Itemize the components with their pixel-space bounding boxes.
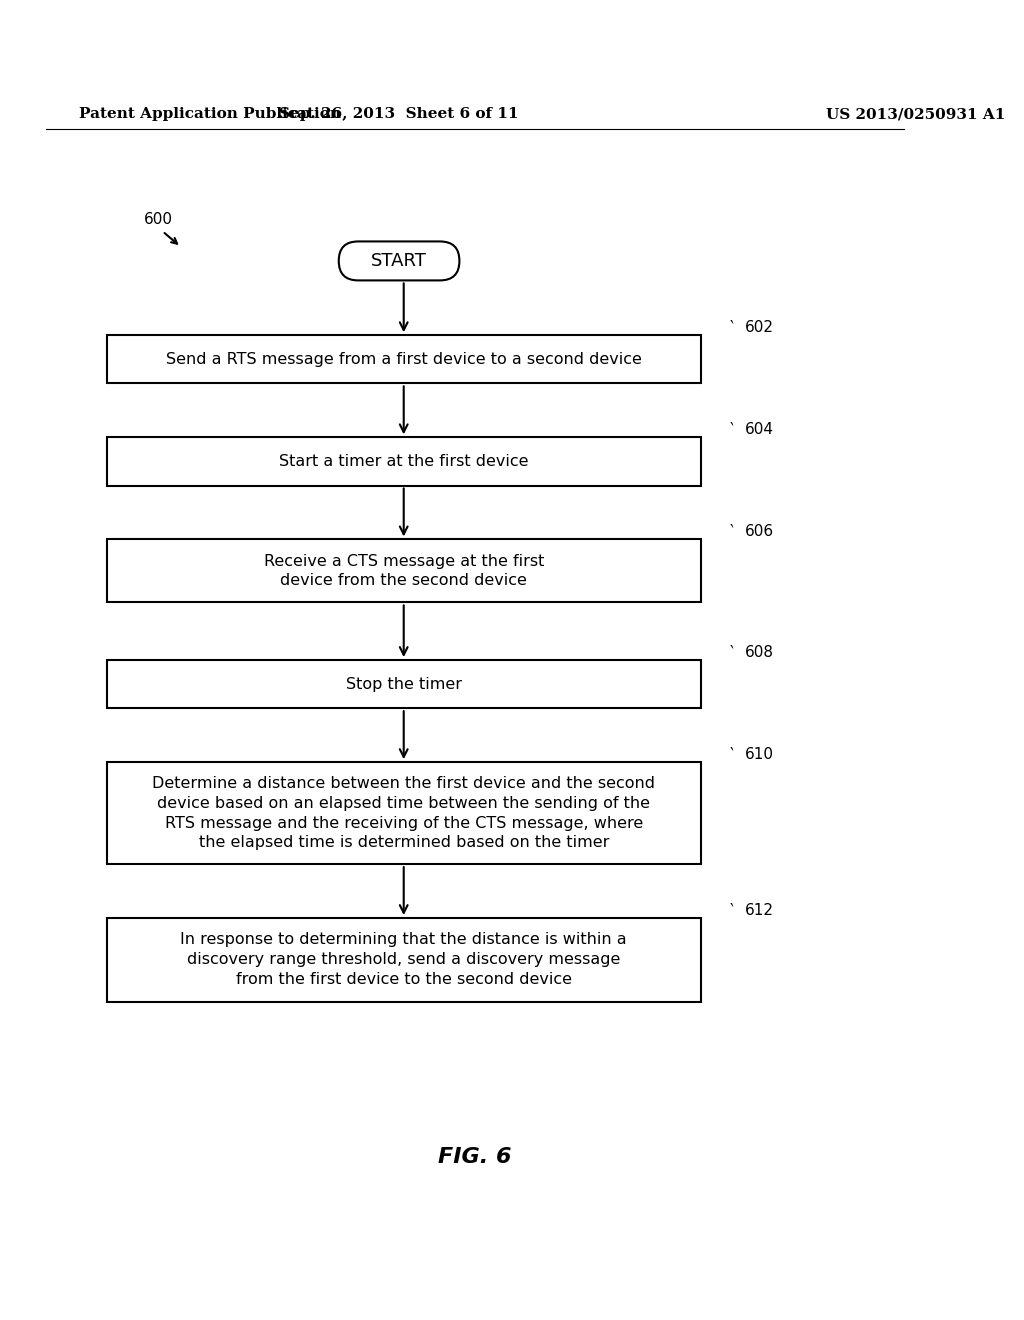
Text: 600: 600 [143,211,173,227]
Text: 608: 608 [745,645,774,660]
Text: Patent Application Publication: Patent Application Publication [79,107,341,121]
Text: 612: 612 [745,903,774,919]
Text: ‵: ‵ [729,421,733,438]
Text: Sep. 26, 2013  Sheet 6 of 11: Sep. 26, 2013 Sheet 6 of 11 [280,107,519,121]
Text: Start a timer at the first device: Start a timer at the first device [279,454,528,469]
Text: 604: 604 [745,422,774,437]
Text: FIG. 6: FIG. 6 [438,1147,512,1167]
Text: START: START [371,252,427,269]
Text: ‵: ‵ [729,746,733,764]
FancyBboxPatch shape [106,540,700,602]
Text: 602: 602 [745,321,774,335]
FancyBboxPatch shape [339,242,460,280]
Text: 610: 610 [745,747,774,762]
FancyBboxPatch shape [106,762,700,865]
Text: 606: 606 [745,524,774,540]
Text: US 2013/0250931 A1: US 2013/0250931 A1 [826,107,1006,121]
FancyBboxPatch shape [106,335,700,383]
Text: ‵: ‵ [729,902,733,920]
FancyBboxPatch shape [106,660,700,709]
Text: Send a RTS message from a first device to a second device: Send a RTS message from a first device t… [166,352,642,367]
Text: ‵: ‵ [729,523,733,541]
Text: ‵: ‵ [729,318,733,337]
Text: Determine a distance between the first device and the second
device based on an : Determine a distance between the first d… [153,776,655,850]
Text: Stop the timer: Stop the timer [346,677,462,692]
Text: Receive a CTS message at the first
device from the second device: Receive a CTS message at the first devic… [263,553,544,589]
FancyBboxPatch shape [106,437,700,486]
Text: ‵: ‵ [729,644,733,661]
FancyBboxPatch shape [106,917,700,1002]
Text: In response to determining that the distance is within a
discovery range thresho: In response to determining that the dist… [180,932,627,987]
